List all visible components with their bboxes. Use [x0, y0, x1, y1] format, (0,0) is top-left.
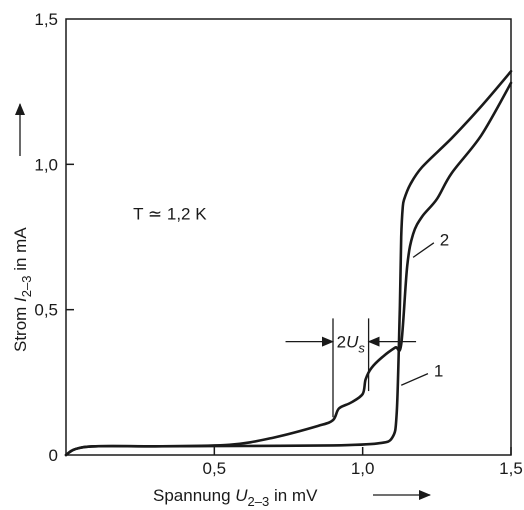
x-tick-label: 1,5 — [499, 459, 523, 478]
x-tick-label: 1,0 — [351, 459, 375, 478]
temperature-label: T ≃ 1,2 K — [133, 205, 207, 224]
y-tick-label: 1,0 — [34, 155, 58, 174]
curve-1-label: 1 — [434, 362, 443, 381]
curve-2-label: 2 — [440, 231, 449, 250]
curve-1-leader — [400, 373, 429, 386]
y-tick-label: 1,5 — [34, 10, 58, 29]
curve-2-leader — [412, 242, 435, 258]
curve-1 — [64, 70, 513, 457]
plot-frame — [65, 18, 512, 456]
x-tick-label: 0,5 — [203, 459, 227, 478]
curve-2 — [64, 81, 513, 457]
y-axis-title: Strom I2–3 in mA — [11, 227, 34, 352]
y-tick-label: 0,5 — [34, 301, 58, 320]
x-axis-title: Spannung U2–3 in mV — [153, 486, 318, 509]
gap-label: 2Us — [337, 333, 366, 356]
y-tick-label: 0 — [49, 446, 58, 465]
